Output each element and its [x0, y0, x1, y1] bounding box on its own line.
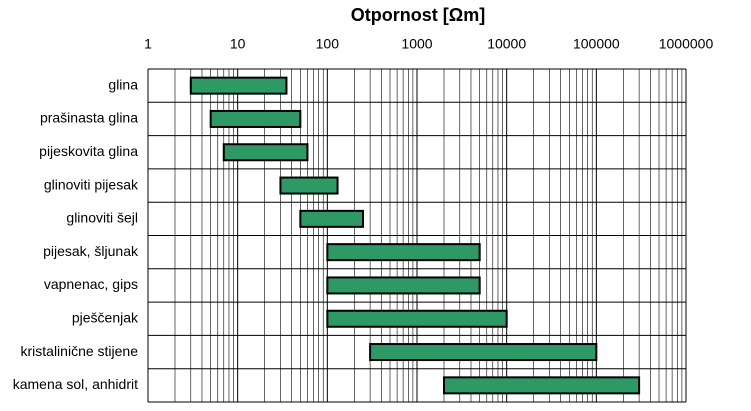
x-tick-label: 100: [316, 36, 340, 52]
bar: [326, 309, 508, 328]
y-tick-label: pijesak, šljunak: [43, 243, 139, 259]
x-tick-label: 1000: [401, 36, 432, 52]
y-tick-label: pješčenjak: [72, 309, 139, 325]
y-tick-label: glina: [108, 76, 138, 92]
y-tick-label: glinoviti pijesak: [44, 176, 139, 192]
bar: [369, 343, 598, 362]
y-tick-label: prašinasta glina: [40, 110, 138, 126]
y-tick-label: kristalinične stijene: [21, 343, 139, 359]
x-tick-label: 1000000: [659, 36, 714, 52]
y-tick-label: glinoviti šejl: [66, 210, 138, 226]
x-tick-label: 100000: [573, 36, 620, 52]
bar: [326, 276, 481, 295]
x-tick-label: 1: [144, 36, 152, 52]
bar: [442, 376, 641, 395]
bar: [279, 176, 339, 195]
x-tick-label: 10000: [487, 36, 526, 52]
y-tick-label: pijeskovita glina: [39, 143, 138, 159]
chart-title: Otpornost [Ωm]: [351, 5, 485, 25]
bar: [209, 109, 302, 128]
bar: [299, 209, 365, 228]
x-tick-label: 10: [230, 36, 246, 52]
bar: [189, 76, 288, 95]
y-tick-label: kamena sol, anhidrit: [13, 376, 138, 392]
y-tick-label: vapnenac, gips: [44, 276, 138, 292]
bar: [222, 143, 309, 162]
bar: [326, 243, 481, 262]
